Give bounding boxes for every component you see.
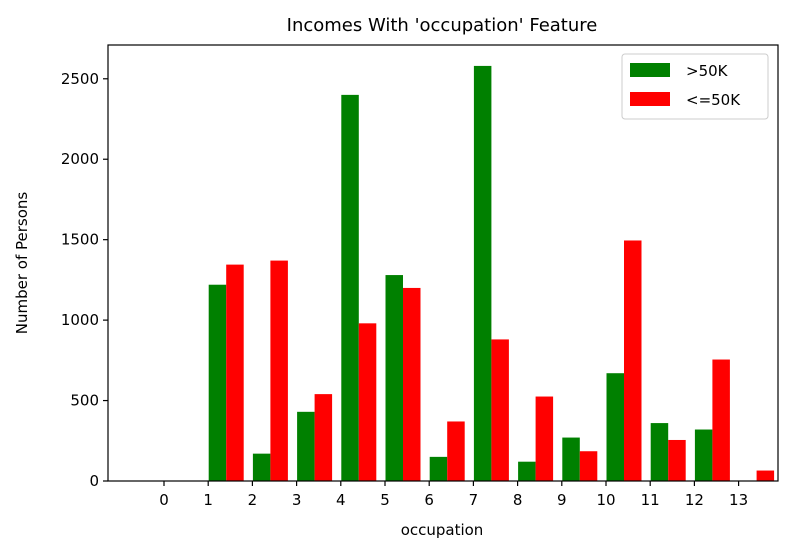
legend-swatch-le50k xyxy=(630,92,670,106)
plot-frame xyxy=(107,44,779,482)
bar-le50k-8 xyxy=(535,396,554,481)
bar-le50k-5 xyxy=(403,287,421,481)
legend: >50K <=50K xyxy=(621,53,769,120)
y-tick-label: 2000 xyxy=(61,150,99,168)
x-tick-label: 7 xyxy=(469,491,479,509)
bar-le50k-7 xyxy=(491,339,509,481)
bar-gt50k-10 xyxy=(606,373,624,481)
bar-gt50k-2 xyxy=(252,453,271,481)
chart-title: Incomes With 'occupation' Feature xyxy=(287,15,598,36)
x-axis: 0 1 2 3 4 5 6 7 8 9 10 11 12 13 xyxy=(159,481,748,509)
x-tick-label: 1 xyxy=(203,491,213,509)
bar-gt50k-12 xyxy=(694,429,713,481)
x-axis-label: occupation xyxy=(401,521,484,539)
bar-gt50k-7 xyxy=(473,65,492,481)
x-tick-label: 11 xyxy=(641,491,660,509)
bar-gt50k-11 xyxy=(650,423,669,481)
x-tick-label: 0 xyxy=(159,491,169,509)
x-tick-label: 3 xyxy=(292,491,302,509)
y-axis-label: Number of Persons xyxy=(13,192,31,335)
legend-swatch-gt50k xyxy=(630,63,670,77)
bar-le50k-1 xyxy=(226,264,244,481)
bar-le50k-6 xyxy=(447,421,465,481)
bars-group xyxy=(208,65,775,481)
bar-le50k-10 xyxy=(624,240,642,481)
x-tick-label: 2 xyxy=(248,491,258,509)
bar-gt50k-8 xyxy=(518,461,536,481)
x-tick-label: 4 xyxy=(336,491,346,509)
x-tick-label: 10 xyxy=(596,491,615,509)
bar-gt50k-9 xyxy=(562,437,580,481)
y-tick-label: 0 xyxy=(89,472,99,490)
x-tick-label: 5 xyxy=(380,491,390,509)
y-tick-label: 500 xyxy=(70,392,99,410)
bar-le50k-3 xyxy=(314,394,333,481)
bar-le50k-9 xyxy=(579,451,598,481)
bar-le50k-4 xyxy=(358,323,377,481)
bar-le50k-12 xyxy=(712,359,730,481)
bar-gt50k-4 xyxy=(341,94,359,481)
y-axis: 0 500 1000 1500 2000 2500 xyxy=(61,70,108,490)
x-tick-label: 12 xyxy=(685,491,704,509)
x-tick-label: 8 xyxy=(513,491,523,509)
y-tick-label: 2500 xyxy=(61,70,99,88)
bar-gt50k-1 xyxy=(208,284,227,481)
x-tick-label: 9 xyxy=(557,491,567,509)
bar-gt50k-5 xyxy=(385,275,403,481)
x-tick-label: 13 xyxy=(729,491,748,509)
legend-label-gt50k: >50K xyxy=(686,62,729,80)
bar-le50k-13 xyxy=(756,470,775,481)
y-tick-label: 1000 xyxy=(61,311,99,329)
x-tick-label: 6 xyxy=(424,491,434,509)
legend-label-le50k: <=50K xyxy=(686,91,741,109)
bar-gt50k-3 xyxy=(297,411,315,481)
bar-le50k-11 xyxy=(668,439,686,481)
bar-le50k-2 xyxy=(270,260,288,481)
y-tick-label: 1500 xyxy=(61,231,99,249)
bar-gt50k-6 xyxy=(429,456,448,481)
